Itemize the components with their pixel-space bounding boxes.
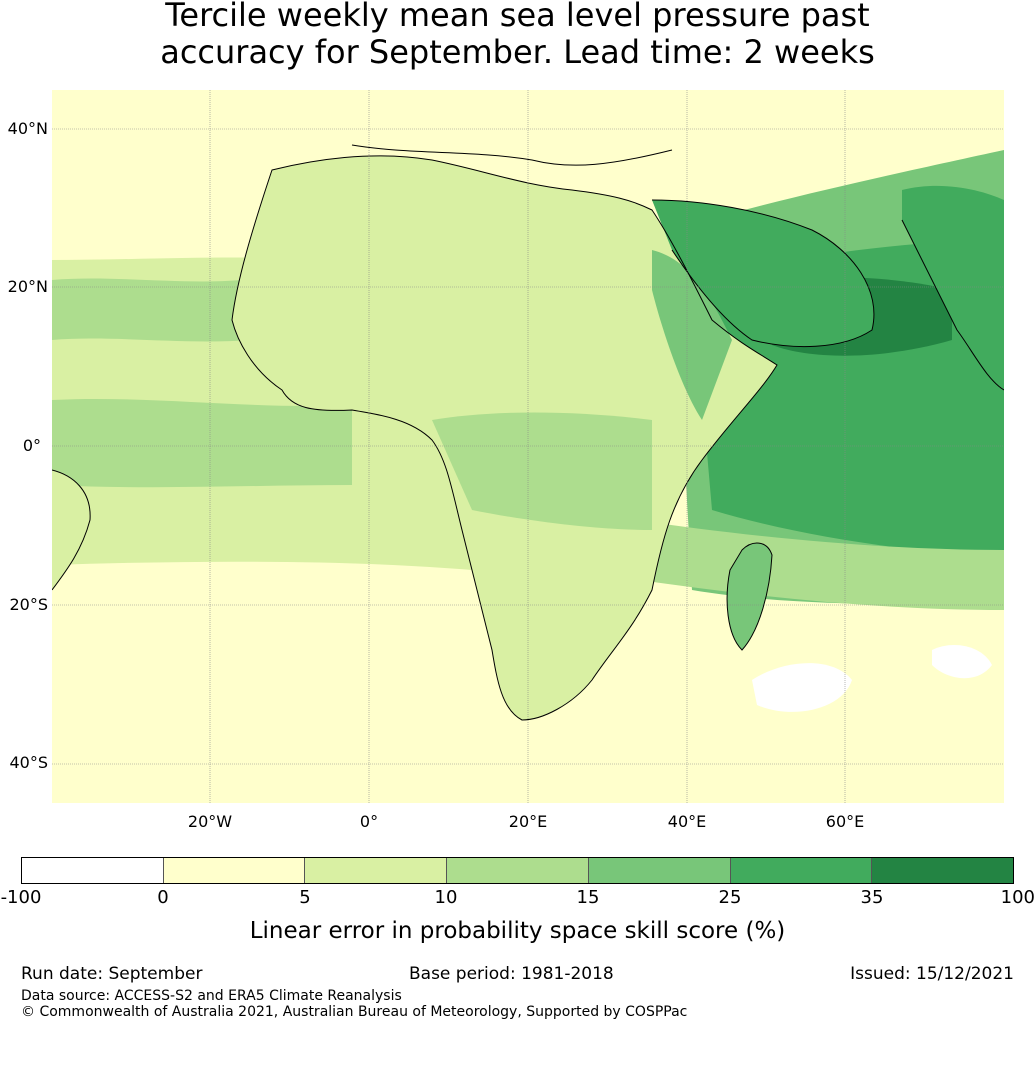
low-skill-patch: [752, 663, 852, 712]
lat-label-40n: 40°N: [7, 119, 48, 138]
lon-label-60e: 60°E: [825, 812, 865, 831]
copyright: © Commonwealth of Australia 2021, Austra…: [21, 1004, 688, 1020]
colorbar-tick-label: 15: [576, 887, 600, 908]
map-area[interactable]: [52, 90, 1004, 803]
colorbar-segment-4: [588, 858, 731, 883]
colorbar: [21, 857, 1014, 884]
india-landmass: [902, 185, 1004, 390]
skill-score-map: [52, 90, 1004, 803]
madagascar: [727, 543, 772, 650]
colorbar-label: Linear error in probability space skill …: [249, 918, 786, 944]
colorbar-tick-label: 5: [299, 887, 311, 908]
colorbar-segment-0: [22, 858, 164, 883]
central-africa-band: [432, 412, 652, 530]
colorbar-tick-label: 25: [718, 887, 742, 908]
lon-label-20w: 20°W: [187, 812, 233, 831]
colorbar-tick-label: 0: [157, 887, 169, 908]
colorbar-tick-label: -100: [0, 887, 42, 908]
issued-date: Issued: 15/12/2021: [850, 964, 1014, 984]
colorbar-segment-1: [163, 858, 306, 883]
atlantic-mid-band: [52, 278, 252, 342]
map-title-line-1: Tercile weekly mean sea level pressure p…: [165, 0, 870, 34]
arabia-coastline: [651, 199, 875, 348]
gridlines: [52, 90, 1004, 803]
lat-label-20n: 20°N: [7, 277, 48, 296]
map-title-line-2: accuracy for September. Lead time: 2 wee…: [160, 33, 875, 71]
atlantic-equatorial-band: [52, 398, 352, 488]
lon-label-40e: 40°E: [667, 812, 707, 831]
lon-label-20e: 20°E: [508, 812, 548, 831]
colorbar-tick-label: 10: [434, 887, 458, 908]
southern-indian-band: [572, 510, 1004, 610]
arabia-landmass: [652, 200, 874, 347]
run-date: Run date: September: [21, 964, 203, 984]
south-america-coastline: [52, 469, 91, 591]
colorbar-segment-6: [872, 858, 1014, 883]
lat-label-40s: 40°S: [9, 753, 48, 772]
colorbar-tick-label: 100: [1000, 887, 1035, 908]
india-coastline: [901, 219, 1004, 391]
colorbar-segment-3: [447, 858, 589, 883]
europe-landmass: [352, 90, 672, 166]
low-skill-patch-east: [932, 645, 992, 679]
madagascar-coastline: [726, 542, 773, 651]
lat-label-20s: 20°S: [9, 595, 48, 614]
colorbar-segment-5: [730, 858, 873, 883]
colorbar-segment-2: [305, 858, 448, 883]
europe-coastline: [351, 144, 673, 166]
lat-label-equator: 0°: [22, 436, 41, 455]
east-africa-high: [652, 250, 732, 420]
base-period: Base period: 1981-2018: [409, 964, 614, 984]
africa-coastline: [231, 155, 778, 721]
data-source: Data source: ACCESS-S2 and ERA5 Climate …: [21, 988, 402, 1004]
colorbar-tick-label: 35: [860, 887, 884, 908]
coastlines: [52, 144, 1004, 721]
lon-label-0: 0°: [359, 812, 379, 831]
south-america-edge: [52, 470, 91, 590]
